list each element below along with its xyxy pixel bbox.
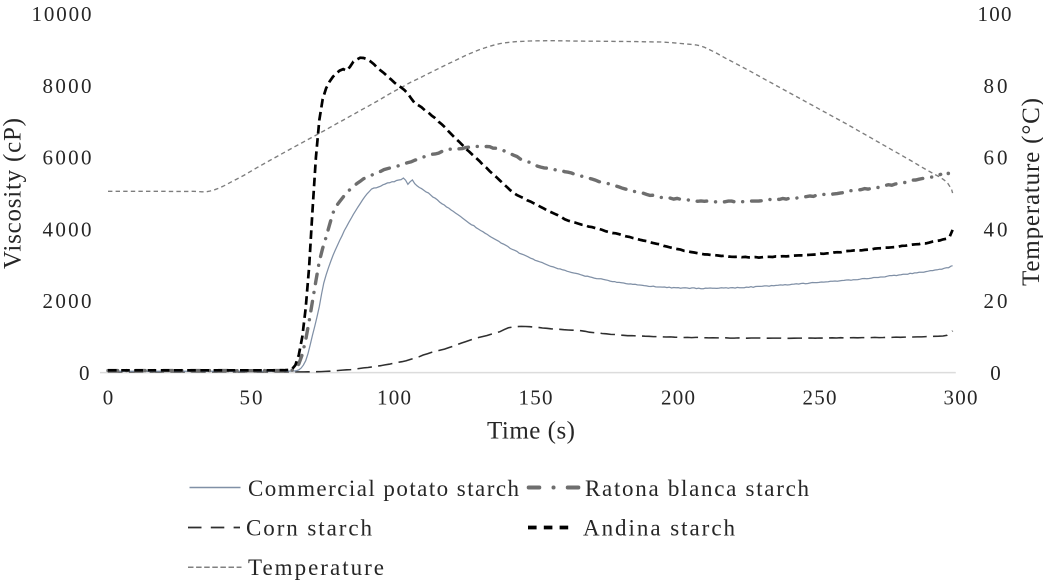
svg-text:Temperature (°C): Temperature (°C) <box>1018 98 1043 286</box>
svg-text:100: 100 <box>377 386 411 410</box>
svg-text:Ratona blanca starch: Ratona blanca starch <box>585 476 810 501</box>
svg-text:Commercial potato starch: Commercial potato starch <box>248 476 520 501</box>
svg-text:Temperature: Temperature <box>248 555 384 580</box>
svg-text:0: 0 <box>103 386 114 410</box>
svg-text:0: 0 <box>990 361 1001 385</box>
svg-text:150: 150 <box>519 386 553 410</box>
svg-text:0: 0 <box>79 361 90 385</box>
svg-text:Viscosity (cP): Viscosity (cP) <box>0 118 27 269</box>
svg-text:Time (s): Time (s) <box>487 418 575 445</box>
svg-text:Andina starch: Andina starch <box>583 516 736 541</box>
svg-text:200: 200 <box>661 386 695 410</box>
svg-text:100: 100 <box>978 2 1012 26</box>
svg-text:Corn starch: Corn starch <box>246 516 373 541</box>
svg-text:250: 250 <box>803 386 837 410</box>
svg-text:300: 300 <box>944 386 978 410</box>
svg-text:10000: 10000 <box>32 2 92 26</box>
